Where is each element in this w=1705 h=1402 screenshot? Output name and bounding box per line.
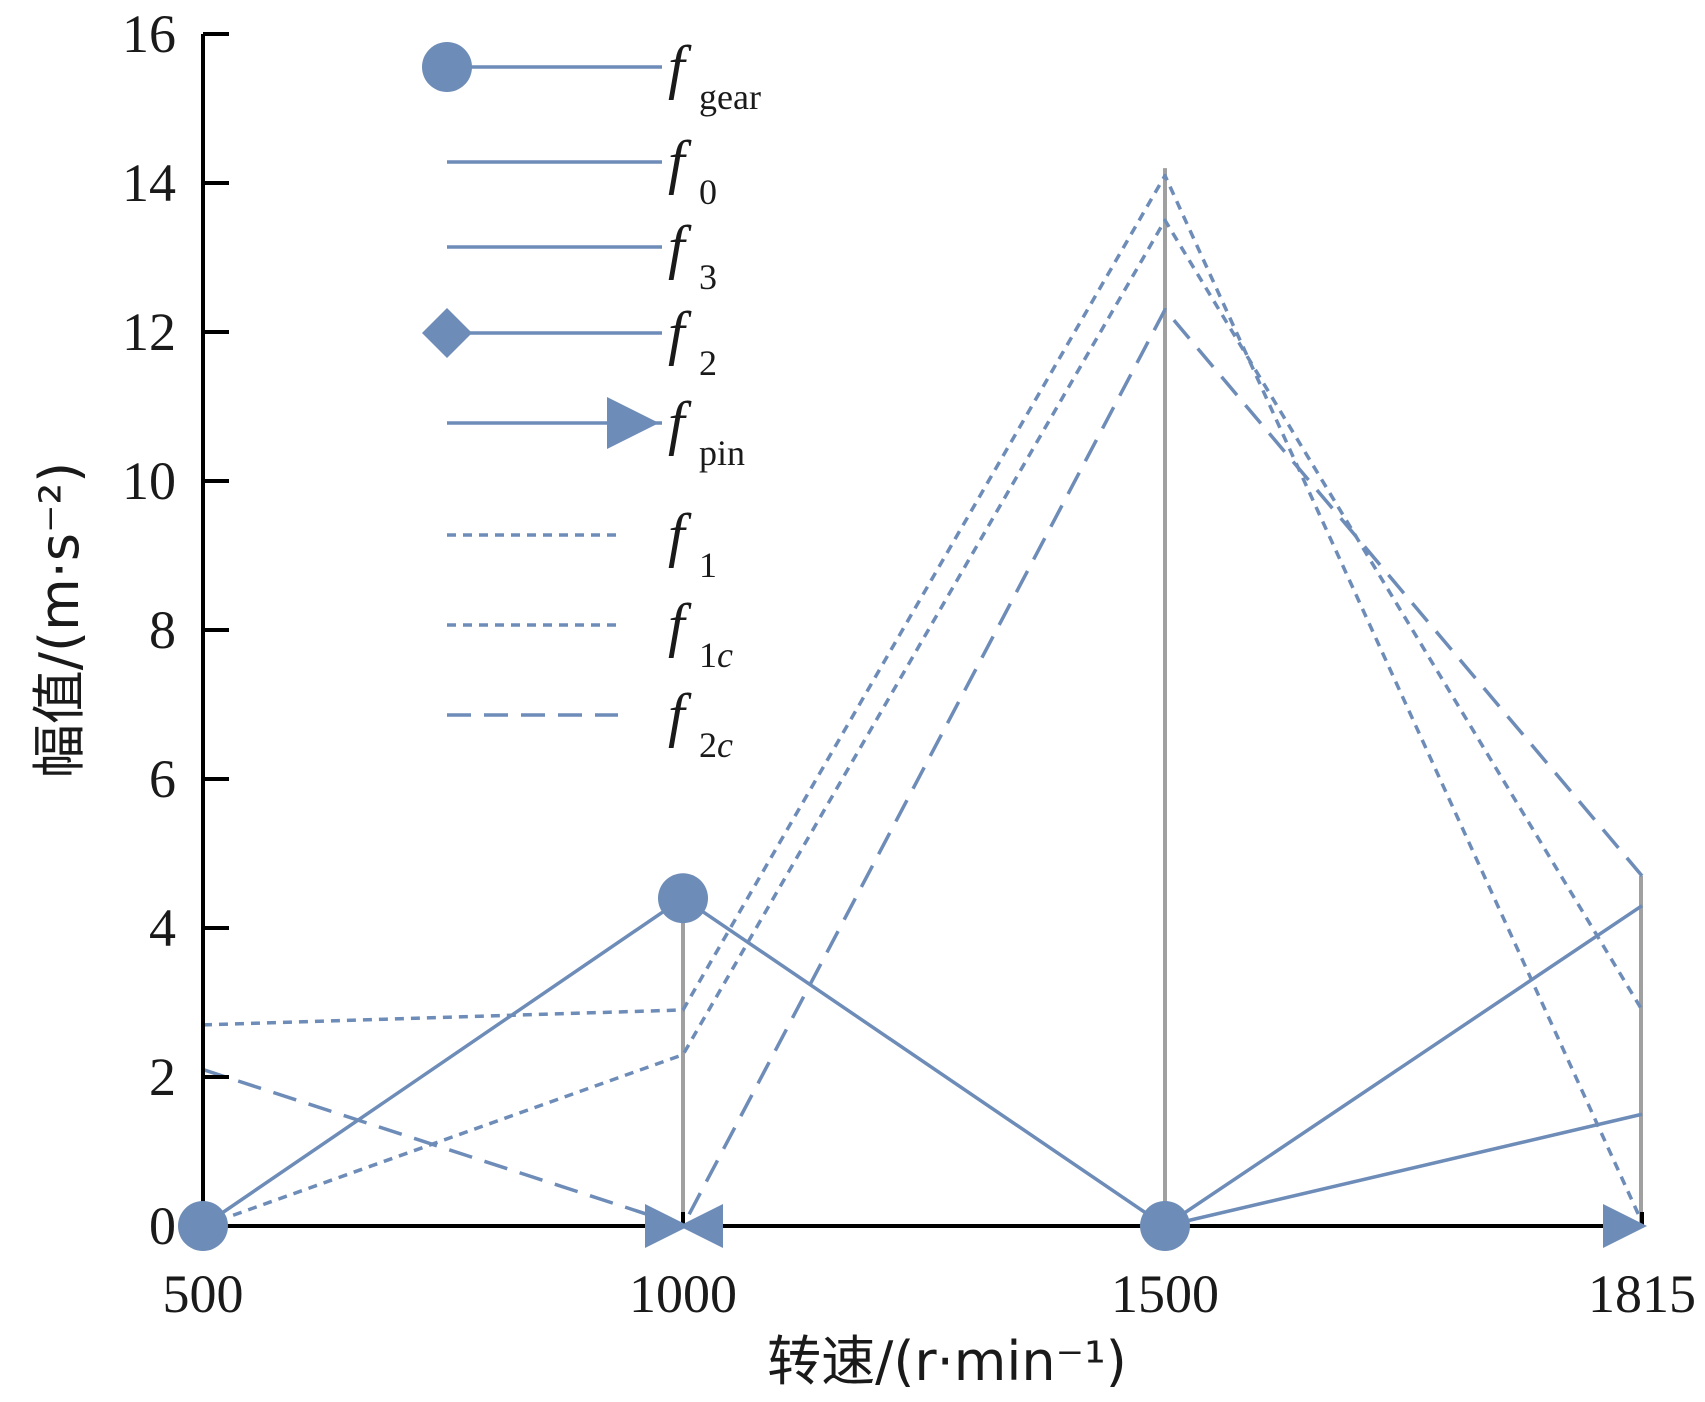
data-point-f-2-1000 <box>679 1204 723 1248</box>
series-line-f-3 <box>203 1112 1643 1228</box>
series-line-f-2c <box>202 307 1644 1228</box>
markers-layer <box>178 873 1647 1251</box>
series-line-f-gear <box>202 896 1642 1228</box>
legend-label-f-gear: f <box>668 34 692 100</box>
data-point-f-gear-1000 <box>658 873 708 924</box>
y-tick-label-10: 10 <box>122 451 176 511</box>
legend-item-f-1c: f 1c <box>447 592 733 675</box>
legend-sub-2c: 2c <box>699 725 733 765</box>
data-point-f-pin-1000 <box>645 1204 689 1248</box>
legend-sub-gear: gear <box>699 77 761 117</box>
x-tick-label-1000: 1000 <box>629 1264 737 1324</box>
series-line-f-1 <box>202 173 1644 1224</box>
legend-sub-1c: 1c <box>699 635 733 675</box>
data-point-f-pin-1815 <box>1603 1204 1647 1248</box>
y-tick-label-12: 12 <box>122 302 176 362</box>
legend-sub-pin: pin <box>699 433 745 473</box>
x-axis-title: 转速/(r·min⁻¹) <box>767 1330 1127 1393</box>
y-tick-label-0: 0 <box>149 1196 176 1256</box>
legend-item-f-pin: f pin <box>447 390 745 473</box>
legend-label-f-pin: f <box>668 390 692 456</box>
legend-label-f-2: f <box>668 300 692 366</box>
legend-label-f-3: f <box>668 214 692 280</box>
y-tick-label-16: 16 <box>122 4 176 64</box>
x-tick-label-1815: 1815 <box>1588 1264 1696 1324</box>
y-tick-label-4: 4 <box>149 898 176 958</box>
y-tick-label-8: 8 <box>149 600 176 660</box>
legend-label-f-0: f <box>668 129 692 195</box>
y-tick-label-2: 2 <box>149 1047 176 1107</box>
legend-marker-triangle <box>607 397 659 449</box>
legend-sub-1: 1 <box>699 545 717 585</box>
data-point-f-gear-500 <box>178 1201 228 1251</box>
y-axis-title: 幅值/(m·s⁻²) <box>28 462 91 778</box>
legend-marker-circle <box>422 42 472 92</box>
x-tick-label-1500: 1500 <box>1111 1264 1219 1324</box>
legend-label-f-2c: f <box>668 682 692 748</box>
y-tick-label-6: 6 <box>149 749 176 809</box>
legend-sub-0: 0 <box>699 172 717 212</box>
y-tick-label-14: 14 <box>122 153 176 213</box>
legend-item-f-gear: f gear <box>422 34 761 117</box>
series-line-f-0 <box>203 904 1643 1228</box>
legend-marker-diamond <box>422 308 472 358</box>
data-point-f-gear-1500 <box>1140 1201 1190 1251</box>
legend-label-f-1c: f <box>668 592 692 658</box>
series-layer <box>202 173 1644 1228</box>
series-line-f-1c <box>202 218 1644 1228</box>
x-tick-label-500: 500 <box>163 1264 244 1324</box>
legend-item-f-2c: f 2c <box>447 682 733 765</box>
legend-label-f-1: f <box>668 502 692 568</box>
legend-sub-2: 2 <box>699 343 717 383</box>
legend-sub-3: 3 <box>699 257 717 297</box>
stems-layer <box>681 168 1643 1226</box>
